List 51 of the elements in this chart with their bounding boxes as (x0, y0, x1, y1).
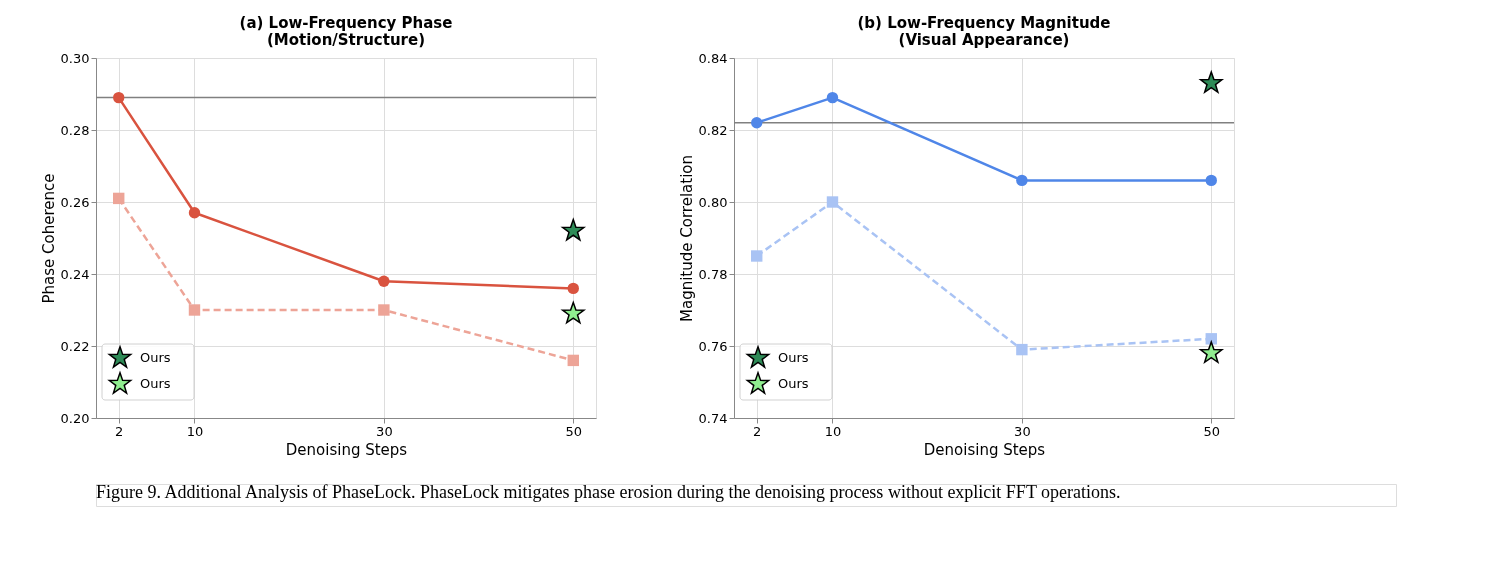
point (1199, 71, 1223, 93)
point (567, 282, 579, 295)
y-tick-label: 0.22 (60, 338, 90, 354)
point (1205, 174, 1217, 187)
point (113, 91, 125, 104)
point (1016, 343, 1028, 356)
caption: Figure 9. Additional Analysis of PhaseLock. PhaseLock mitigates phase erosion during the denoising process without explicit FFT operations. (96, 482, 1121, 502)
y-tick-label: 0.26 (60, 194, 90, 210)
y-tick-label: 0.20 (60, 410, 90, 426)
y-tick-label: 0.78 (698, 266, 728, 282)
point (378, 275, 390, 287)
x-tick-label: 50 (565, 423, 583, 439)
x-axis-title: Denoising Steps (285, 440, 408, 459)
y-tick-label: 0.82 (698, 122, 728, 138)
point (751, 250, 763, 262)
x-axis-title: Denoising Steps (923, 440, 1046, 459)
legend-label: Ours (778, 376, 809, 391)
point (561, 218, 585, 241)
legend-label: Ours (140, 376, 171, 391)
point (113, 192, 125, 205)
x-tick-label: 50 (1203, 423, 1221, 439)
point (378, 304, 390, 316)
chart-title: (b) Low-Frequency Magnitude (Visual Appearance) (857, 14, 1111, 49)
point (561, 301, 585, 324)
x-tick-label: 10 (824, 423, 842, 439)
y-tick-label: 0.84 (698, 50, 728, 66)
y-axis-title: Magnitude Correlation (677, 155, 696, 322)
x-tick-label: 10 (186, 423, 204, 439)
y-tick-label: 0.28 (60, 122, 90, 138)
x-tick-label: 30 (1014, 423, 1031, 439)
y-tick-label: 0.76 (698, 338, 728, 354)
point (1016, 174, 1028, 187)
point (826, 91, 839, 104)
chart-title: (a) Low-Frequency Phase (Motion/Structure) (239, 14, 453, 49)
y-axis-title: Phase Coherence (39, 173, 58, 304)
x-tick-label: 2 (115, 423, 124, 439)
point (1205, 333, 1217, 345)
legend-label: Ours (778, 350, 809, 365)
point (751, 117, 763, 129)
point (188, 207, 201, 219)
y-tick-label: 0.74 (698, 410, 728, 426)
point (826, 196, 839, 208)
x-tick-label: 30 (376, 423, 393, 439)
point (188, 304, 201, 316)
point (1199, 341, 1223, 363)
legend-label: Ours (140, 350, 171, 365)
y-tick-label: 0.24 (60, 266, 90, 282)
x-tick-label: 2 (753, 423, 762, 439)
point (567, 354, 579, 367)
y-tick-label: 0.30 (60, 50, 90, 66)
y-tick-label: 0.80 (698, 194, 728, 210)
